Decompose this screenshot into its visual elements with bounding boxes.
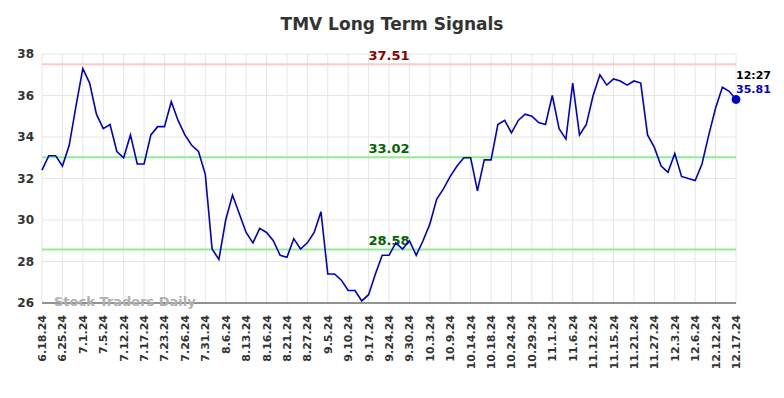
html-text:Stock Traders Daily: Stock Traders Daily — [54, 294, 196, 309]
svg-text:7.12.24: 7.12.24 — [118, 315, 131, 362]
svg-text:10.3.24: 10.3.24 — [424, 315, 437, 362]
svg-text:8.6.24: 8.6.24 — [220, 315, 233, 354]
svg-text:12.3.24: 12.3.24 — [669, 315, 682, 362]
svg-text:8.21.24: 8.21.24 — [281, 315, 294, 362]
svg-text:9.10.24: 9.10.24 — [342, 315, 355, 362]
svg-text:9.17.24: 9.17.24 — [363, 315, 376, 362]
svg-text:8.13.24: 8.13.24 — [240, 315, 253, 362]
svg-text:10.24.24: 10.24.24 — [505, 315, 518, 370]
svg-text:35.81: 35.81 — [736, 83, 771, 96]
svg-text:6.25.24: 6.25.24 — [56, 315, 69, 362]
svg-text:6.18.24: 6.18.24 — [36, 315, 49, 362]
svg-text:10.18.24: 10.18.24 — [485, 315, 498, 370]
svg-text:7.5.24: 7.5.24 — [97, 315, 110, 354]
svg-text:7.17.24: 7.17.24 — [138, 315, 151, 362]
svg-text:11.15.24: 11.15.24 — [608, 315, 621, 370]
svg-text:8.27.24: 8.27.24 — [301, 315, 314, 362]
svg-text:10.14.24: 10.14.24 — [465, 315, 478, 370]
svg-text:7.31.24: 7.31.24 — [199, 315, 212, 362]
svg-text:28: 28 — [17, 255, 34, 269]
svg-text:34: 34 — [17, 130, 34, 144]
svg-text:11.12.24: 11.12.24 — [587, 315, 600, 370]
svg-text:12.17.24: 12.17.24 — [730, 315, 743, 370]
svg-text:11.27.24: 11.27.24 — [648, 315, 661, 370]
svg-text:9.30.24: 9.30.24 — [403, 315, 416, 362]
svg-text:12.12.24: 12.12.24 — [710, 315, 723, 370]
svg-text:11.21.24: 11.21.24 — [628, 315, 641, 370]
html-text:TMV Long Term Signals: TMV Long Term Signals — [280, 14, 504, 34]
svg-text:12.6.24: 12.6.24 — [689, 315, 702, 362]
svg-text:12:27: 12:27 — [736, 69, 771, 82]
svg-text:30: 30 — [17, 213, 34, 227]
svg-text:10.29.24: 10.29.24 — [526, 315, 539, 370]
svg-text:38: 38 — [17, 47, 34, 61]
svg-text:33.02: 33.02 — [368, 141, 409, 156]
svg-text:8.16.24: 8.16.24 — [261, 315, 274, 362]
svg-text:10.9.24: 10.9.24 — [444, 315, 457, 362]
svg-text:7.26.24: 7.26.24 — [179, 315, 192, 362]
svg-text:26: 26 — [17, 296, 34, 310]
svg-text:9.24.24: 9.24.24 — [383, 315, 396, 362]
svg-text:7.1.24: 7.1.24 — [77, 315, 90, 354]
svg-text:28.58: 28.58 — [368, 233, 409, 248]
svg-text:7.23.24: 7.23.24 — [158, 315, 171, 362]
svg-text:9.5.24: 9.5.24 — [322, 315, 335, 354]
svg-text:36: 36 — [17, 89, 34, 103]
svg-text:11.6.24: 11.6.24 — [567, 315, 580, 362]
svg-text:32: 32 — [17, 172, 34, 186]
svg-text:37.51: 37.51 — [368, 48, 409, 63]
svg-text:11.1.24: 11.1.24 — [546, 315, 559, 362]
